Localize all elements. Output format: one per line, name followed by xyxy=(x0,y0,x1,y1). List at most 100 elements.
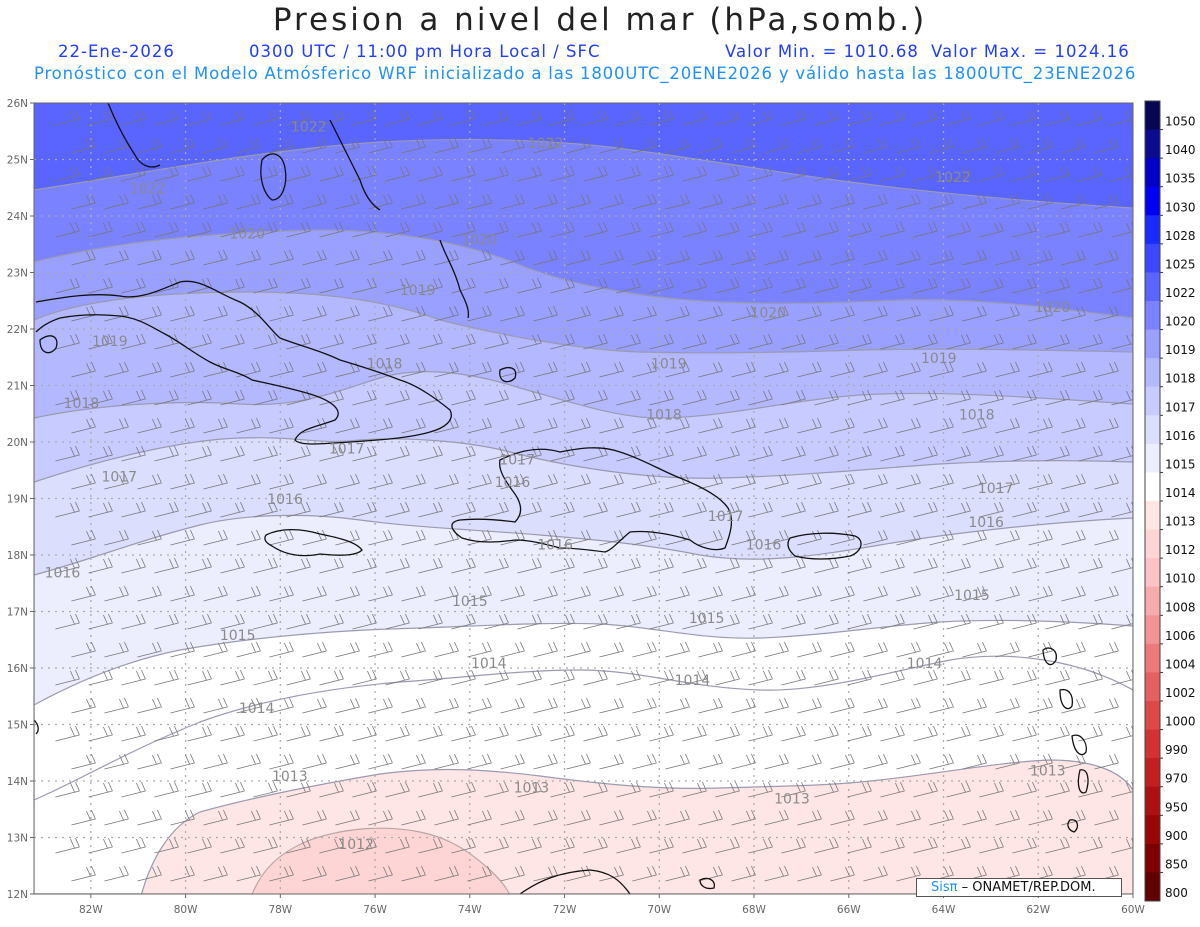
wind-barb xyxy=(55,389,80,406)
wind-barb xyxy=(533,753,558,770)
wind-barb xyxy=(764,529,789,546)
wind-barb xyxy=(533,641,558,658)
wind-barb xyxy=(929,753,954,770)
wind-barb xyxy=(929,249,954,266)
wind-barb xyxy=(418,501,443,518)
wind-barb xyxy=(236,137,261,154)
wind-barb xyxy=(154,781,179,798)
wind-barb xyxy=(946,109,971,126)
wind-barb xyxy=(286,277,311,294)
wind-barb xyxy=(550,389,575,406)
wind-barb xyxy=(104,585,129,602)
lon-label: 60W xyxy=(1121,904,1145,916)
wind-barb xyxy=(995,249,1020,266)
colorbar-swatch xyxy=(1145,586,1160,616)
wind-barb xyxy=(203,753,228,770)
wind-barb xyxy=(962,585,987,602)
wind-barb xyxy=(385,221,410,238)
wind-barb xyxy=(253,725,278,742)
wind-barb xyxy=(1045,837,1070,854)
wind-barb xyxy=(104,361,129,378)
wind-barb xyxy=(71,585,96,602)
wind-barb xyxy=(781,837,806,854)
wind-barb xyxy=(401,137,426,154)
wind-barb xyxy=(434,753,459,770)
wind-barb xyxy=(71,641,96,658)
wind-barb xyxy=(781,277,806,294)
wind-barb xyxy=(896,641,921,658)
wind-barb xyxy=(253,389,278,406)
wind-barb xyxy=(170,305,195,322)
wind-barb xyxy=(302,305,327,322)
wind-barb xyxy=(368,249,393,266)
hispaniola-coast xyxy=(451,447,733,553)
wind-barb xyxy=(1012,501,1037,518)
wind-barb xyxy=(220,389,245,406)
wind-barb xyxy=(451,613,476,630)
wind-barb xyxy=(253,557,278,574)
wind-barb xyxy=(1012,277,1037,294)
wind-barb xyxy=(1078,669,1103,686)
wind-barb xyxy=(731,249,756,266)
wind-barb xyxy=(467,641,492,658)
lon-label: 78W xyxy=(268,904,292,916)
wind-barb xyxy=(1061,697,1086,714)
wind-barb xyxy=(550,725,575,742)
colorbar-label: 1022 xyxy=(1165,286,1196,300)
wind-barb xyxy=(451,781,476,798)
wind-barb xyxy=(1111,221,1133,238)
wind-barb xyxy=(121,277,146,294)
wind-barb xyxy=(104,753,129,770)
wind-barb xyxy=(1045,165,1070,182)
wind-barb xyxy=(1028,753,1053,770)
wind-barb xyxy=(1061,305,1086,322)
wind-barb xyxy=(467,473,492,490)
wind-barb xyxy=(566,305,591,322)
wind-barb xyxy=(451,445,476,462)
wind-barb xyxy=(550,837,575,854)
wind-barb xyxy=(286,781,311,798)
wind-barb xyxy=(500,249,525,266)
wind-barb xyxy=(104,417,129,434)
wind-barb xyxy=(616,613,641,630)
wind-barb xyxy=(319,557,344,574)
colorbar-label: 1025 xyxy=(1165,257,1196,271)
wind-barb xyxy=(187,613,212,630)
wind-barb xyxy=(599,305,624,322)
wind-barb xyxy=(698,305,723,322)
wind-barb xyxy=(137,529,162,546)
isobar-label: 1020 xyxy=(1035,300,1071,316)
wind-barb xyxy=(467,361,492,378)
wind-barb xyxy=(154,221,179,238)
colorbar-swatch xyxy=(1145,272,1160,302)
isobar-label: 1022 xyxy=(130,181,166,197)
wind-barb xyxy=(913,221,938,238)
wind-barb xyxy=(203,417,228,434)
bahamas-eleuthera xyxy=(329,119,381,211)
wind-barb xyxy=(286,333,311,350)
isobar-label: 1018 xyxy=(367,357,403,373)
wind-barb xyxy=(368,865,393,882)
wind-barb xyxy=(797,361,822,378)
wind-barb xyxy=(1111,501,1133,518)
colorbar-swatch xyxy=(1145,815,1160,845)
isobar-label: 1018 xyxy=(646,407,682,423)
wind-barb xyxy=(797,809,822,826)
wind-barb xyxy=(781,109,806,126)
wind-barb xyxy=(995,361,1020,378)
wind-barb xyxy=(236,865,261,882)
wind-barb xyxy=(533,137,558,154)
wind-barb xyxy=(830,417,855,434)
wind-barb xyxy=(764,249,789,266)
wind-barb xyxy=(55,221,80,238)
wind-barb xyxy=(880,389,905,406)
wind-barb xyxy=(1078,781,1103,798)
wind-barb xyxy=(170,137,195,154)
colorbar-label: 1004 xyxy=(1165,657,1196,671)
wind-barb xyxy=(170,585,195,602)
wind-barb xyxy=(385,333,410,350)
wind-barb xyxy=(1028,697,1053,714)
wind-barb xyxy=(385,557,410,574)
wind-barb xyxy=(253,221,278,238)
wind-barb xyxy=(286,389,311,406)
